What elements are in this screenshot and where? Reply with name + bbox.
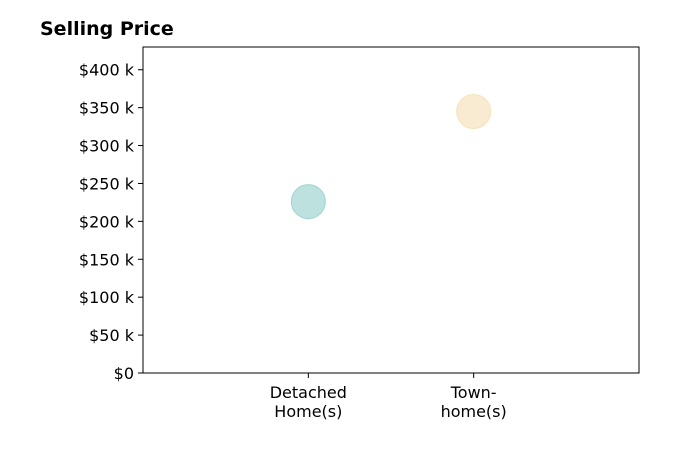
x-tick-label-line: Detached — [270, 383, 347, 402]
y-tick-label: $350 k — [79, 99, 135, 118]
y-tick-label: $300 k — [79, 137, 135, 156]
x-tick-label: Detached Home(s) — [270, 383, 347, 421]
data-points — [290, 93, 492, 220]
x-tick-label-line: home(s) — [441, 402, 507, 421]
x-tick-label-line: Home(s) — [274, 402, 342, 421]
y-axis: $0 $50 k $100 k $150 k $200 k $250 k $300 k $35… — [79, 61, 143, 383]
chart-title: Selling Price — [40, 18, 174, 40]
data-point — [290, 184, 326, 220]
y-tick-label: $0 — [114, 364, 134, 383]
x-tick-label-line: Town- — [450, 383, 497, 402]
plot-area — [142, 46, 640, 374]
x-tick-label: Town-home(s) — [441, 383, 507, 421]
y-tick-label: $50 k — [89, 326, 135, 345]
data-point — [456, 93, 492, 129]
y-tick-label: $250 k — [79, 174, 135, 193]
y-tick-label: $100 k — [79, 288, 135, 307]
x-axis: Detached Home(s) Town-home(s) — [270, 373, 507, 421]
y-tick-label: $400 k — [79, 61, 135, 80]
y-tick-label: $200 k — [79, 212, 135, 231]
y-tick-label: $150 k — [79, 250, 135, 269]
